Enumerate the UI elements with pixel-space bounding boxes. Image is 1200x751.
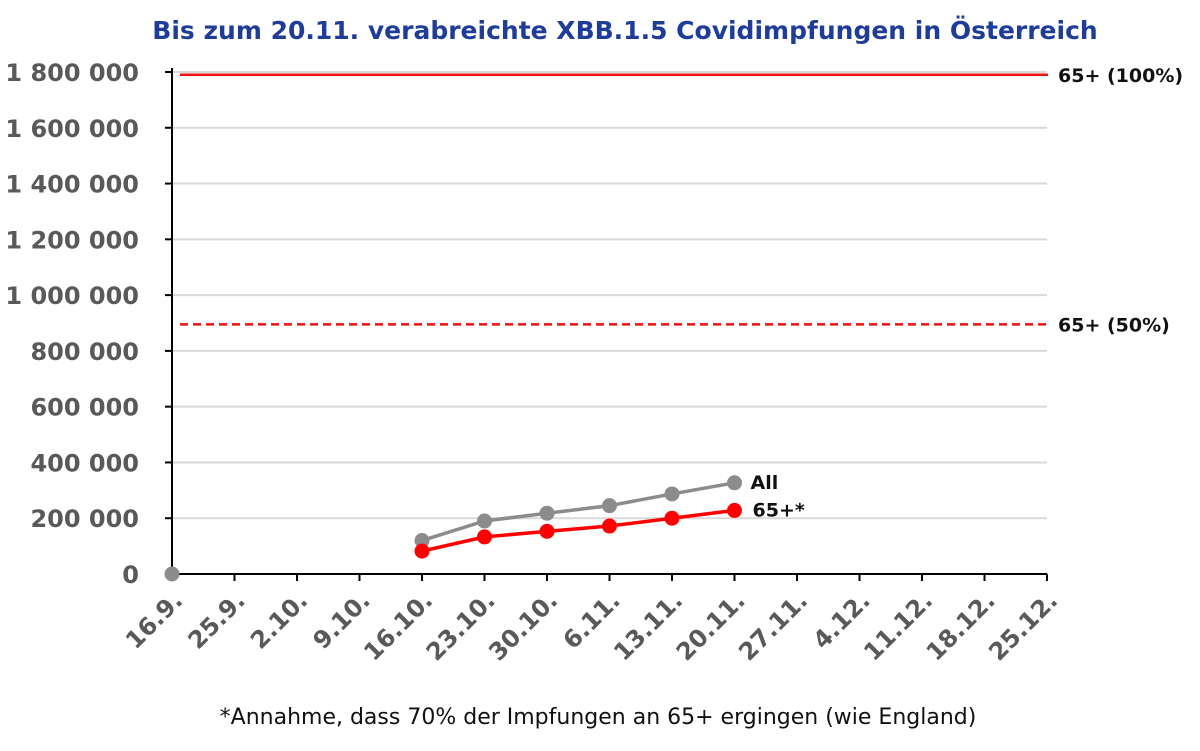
data-point [539, 505, 555, 521]
data-point [664, 510, 680, 526]
x-tick-label: 16.9. [120, 586, 188, 654]
x-tick-label: 18.12. [921, 586, 1001, 666]
x-tick-label: 25.12. [983, 586, 1063, 666]
data-point [664, 486, 680, 502]
chart-title: Bis zum 20.11. verabreichte XBB.1.5 Covi… [152, 15, 1097, 45]
series-label: 65+* [753, 499, 805, 521]
data-point [414, 543, 430, 559]
x-tick-label: 25.9. [183, 586, 251, 654]
x-tick-label: 27.11. [733, 586, 813, 666]
x-tick-label: 11.12. [858, 586, 938, 666]
y-tick-label: 1 600 000 [5, 115, 139, 143]
reference-line-label: 65+ (100%) [1058, 65, 1183, 87]
data-point [602, 518, 617, 534]
y-tick-label: 1 200 000 [5, 226, 139, 254]
data-point [477, 529, 492, 545]
series-line [421, 508, 735, 553]
x-tick-label: 20.11. [671, 586, 751, 666]
y-tick-label: 1 800 000 [5, 59, 139, 87]
data-point [727, 475, 742, 491]
x-tick-label: 23.10. [421, 586, 501, 666]
reference-lines: 65+ (100%) 65+ (50%) [180, 65, 1183, 336]
y-tick-label: 200 000 [30, 505, 139, 533]
data-point [414, 533, 430, 549]
reference-line-label: 65+ (50%) [1058, 314, 1170, 336]
x-tick-label: 2.10. [245, 586, 313, 654]
data-point [602, 498, 617, 514]
y-tick-labels: 0 200 000 400 000 600 000 800 000 1 000 000 1 … [5, 59, 139, 589]
x-tick-label: 16.10. [358, 586, 438, 666]
series-line [421, 481, 735, 543]
series-label: All [751, 472, 779, 494]
x-tick-label: 30.10. [483, 586, 563, 666]
y-tick-label: 1 000 000 [5, 282, 139, 310]
grid-lines [172, 71, 1047, 520]
data-point [539, 523, 555, 539]
data-point [727, 502, 742, 518]
footnote: *Annahme, dass 70% der Impfungen an 65+ … [220, 705, 977, 730]
x-tick-label: 13.11. [608, 586, 688, 666]
y-tick-label: 0 [122, 561, 139, 589]
y-tick-label: 1 400 000 [5, 171, 139, 199]
series: All 65+* [164, 472, 805, 582]
y-tick-label: 400 000 [30, 449, 139, 477]
data-point [164, 566, 180, 582]
y-tick-label: 800 000 [30, 338, 139, 366]
data-point [477, 513, 492, 529]
x-tick-labels: 16.9.25.9.2.10.9.10.16.10.23.10.30.10.6.… [120, 586, 1063, 666]
y-tick-label: 600 000 [30, 394, 139, 422]
